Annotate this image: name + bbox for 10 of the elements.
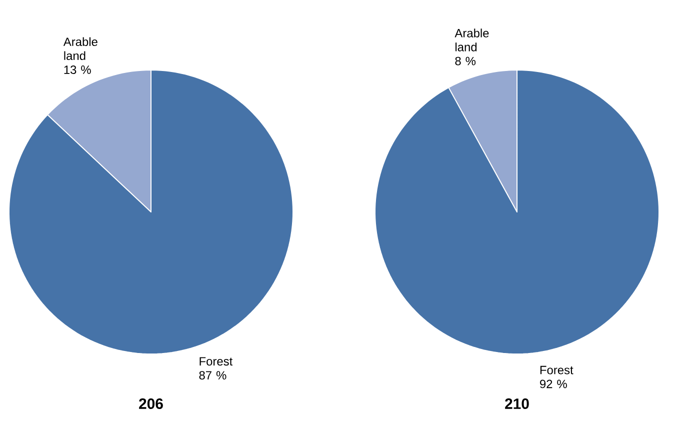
slice-label: Arable land	[454, 28, 489, 52]
data-label: 13 %	[64, 65, 91, 74]
text: 206	[139, 398, 163, 409]
data-label: 87 %	[199, 371, 226, 380]
slice-label: Forest	[540, 366, 574, 374]
slice-label: Forest	[200, 357, 233, 366]
text: 210	[505, 398, 529, 409]
slice-label: Arable land	[63, 37, 98, 60]
data-label: 92 %	[540, 380, 567, 388]
data-label: 8 %	[455, 56, 476, 66]
